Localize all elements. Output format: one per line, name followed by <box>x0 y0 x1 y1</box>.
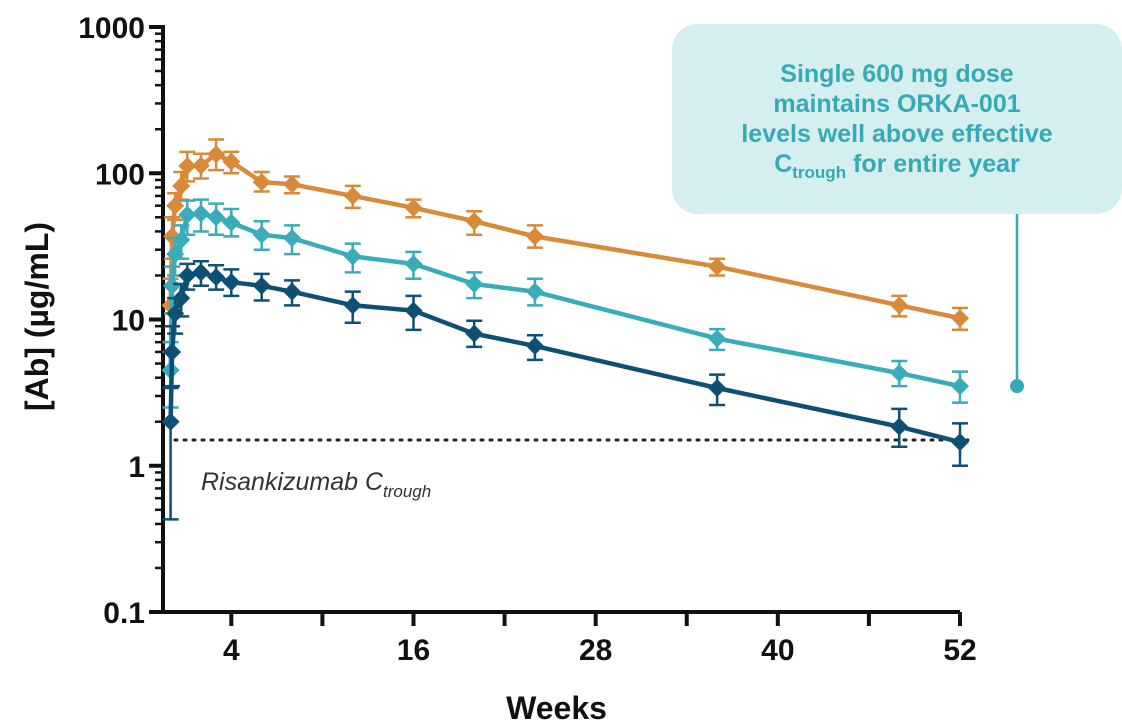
data-point <box>404 301 423 320</box>
callout-line-4-rest: for entire year <box>846 150 1020 178</box>
data-point <box>191 156 210 175</box>
y-tick-label: 10 <box>112 305 145 338</box>
callout-c-sub: trough <box>792 163 847 182</box>
y-tick-label: 1 <box>128 451 145 484</box>
data-point <box>951 309 969 328</box>
y-axis-title: [Ab] (µg/mL) <box>19 222 55 411</box>
x-tick-label: 16 <box>397 634 430 667</box>
data-point <box>465 324 484 343</box>
callout-pointer <box>1010 212 1024 394</box>
reference-line-label: Risankizumab Ctrough <box>201 468 431 501</box>
data-point <box>252 173 271 192</box>
data-point <box>283 175 302 194</box>
pointer-dot <box>1010 379 1024 394</box>
data-point <box>951 433 969 452</box>
data-point <box>708 379 727 398</box>
data-point <box>890 296 909 315</box>
x-tick-label: 28 <box>579 634 612 667</box>
reference-line-group: Risankizumab Ctrough <box>173 438 970 501</box>
y-tick-label: 100 <box>95 158 145 191</box>
data-point <box>343 186 362 205</box>
data-point <box>343 296 362 315</box>
x-axis-title: Weeks <box>506 690 607 723</box>
data-point <box>465 212 484 231</box>
data-point <box>172 289 191 308</box>
data-point <box>465 274 484 293</box>
series-group <box>161 138 969 521</box>
series-1 <box>161 198 969 409</box>
x-tick-label: 52 <box>943 634 976 667</box>
data-point <box>708 257 727 276</box>
data-point <box>890 417 909 436</box>
data-point <box>283 282 302 301</box>
data-point <box>222 273 241 292</box>
callout-line-3: levels well above effective <box>741 120 1053 148</box>
axes <box>149 25 962 626</box>
data-point <box>525 336 544 355</box>
data-point <box>178 157 197 176</box>
data-point <box>191 263 210 282</box>
data-point <box>890 364 909 383</box>
data-point <box>708 329 727 348</box>
callout-line-4: Ctrough for entire year <box>774 149 1020 182</box>
data-point <box>252 225 271 244</box>
data-point <box>163 342 182 361</box>
data-point <box>166 304 185 323</box>
data-point <box>404 198 423 217</box>
data-point <box>207 145 226 164</box>
series-2 <box>161 260 969 521</box>
data-point <box>207 268 226 287</box>
data-point <box>178 205 197 224</box>
data-point <box>525 282 544 301</box>
data-point <box>525 227 544 246</box>
data-point <box>404 254 423 273</box>
series-0 <box>161 138 969 354</box>
data-point <box>283 229 302 248</box>
data-point <box>222 152 241 171</box>
data-point <box>166 245 185 264</box>
callout-line-2: maintains ORKA-001 <box>773 90 1021 118</box>
y-tick-label: 0.1 <box>103 597 145 630</box>
data-point <box>163 276 182 295</box>
data-point <box>951 377 969 396</box>
data-point <box>343 247 362 266</box>
x-tick-label: 4 <box>223 634 240 667</box>
data-point <box>161 412 180 431</box>
data-point <box>178 266 197 285</box>
callout-annotation: Single 600 mg dose maintains ORKA-001 le… <box>672 24 1122 214</box>
data-point <box>252 276 271 295</box>
callout-line-1: Single 600 mg dose <box>780 60 1014 88</box>
data-point <box>207 208 226 227</box>
data-point <box>191 204 210 223</box>
x-tick-label: 40 <box>761 634 794 667</box>
y-tick-label: 1000 <box>78 12 145 45</box>
callout-c-main: C <box>774 150 793 178</box>
data-point <box>222 213 241 232</box>
axis-labels: 0.1 1 10 100 1000 4 16 28 40 52 Weeks [Ab] (µg/mL) <box>19 12 977 723</box>
